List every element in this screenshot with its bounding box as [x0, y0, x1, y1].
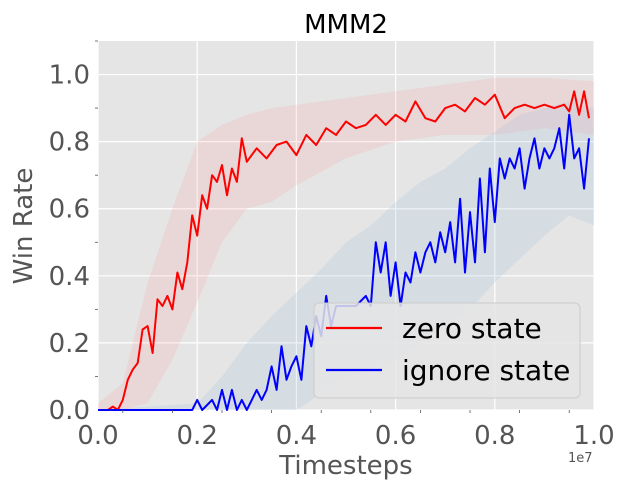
- legend: zero state ignore state: [313, 302, 581, 399]
- x-tick-label: 1.0: [573, 421, 614, 451]
- series-lines: [98, 90, 590, 411]
- chart-title: MMM2: [304, 10, 388, 40]
- confidence-bands: [98, 77, 594, 411]
- legend-label-zero-state: zero state: [402, 312, 542, 345]
- x-tick-label: 0.4: [276, 421, 317, 451]
- y-axis-label: Win Rate: [9, 168, 39, 285]
- y-tick-label: 0.0: [49, 396, 90, 426]
- y-tick-label: 0.8: [49, 128, 90, 158]
- band-ignore-state: [98, 101, 594, 411]
- x-tick-label: 0.8: [474, 421, 515, 451]
- legend-box: [313, 302, 581, 399]
- band-zero-state: [98, 77, 594, 411]
- x-tick-label: 0.0: [77, 421, 118, 451]
- x-tick-label: 0.2: [177, 421, 218, 451]
- series-line-ignore-state: [98, 113, 590, 411]
- gridlines: [97, 41, 595, 411]
- series-line-zero-state: [98, 90, 590, 411]
- axis-ticks: 0.0 0.2 0.4 0.6 0.8 1.0 0.0 0.2 0.4 0.6 0.8 1.0: [49, 40, 615, 451]
- y-tick-label: 0.4: [49, 262, 90, 292]
- x-tick-label: 0.6: [375, 421, 416, 451]
- y-tick-label: 0.2: [49, 329, 90, 359]
- x-axis-label: Timesteps: [278, 451, 412, 481]
- y-tick-label: 0.6: [49, 195, 90, 225]
- y-tick-label: 1.0: [49, 61, 90, 91]
- legend-label-ignore-state: ignore state: [402, 354, 570, 387]
- x-axis-offset-label: 1e7: [568, 451, 593, 466]
